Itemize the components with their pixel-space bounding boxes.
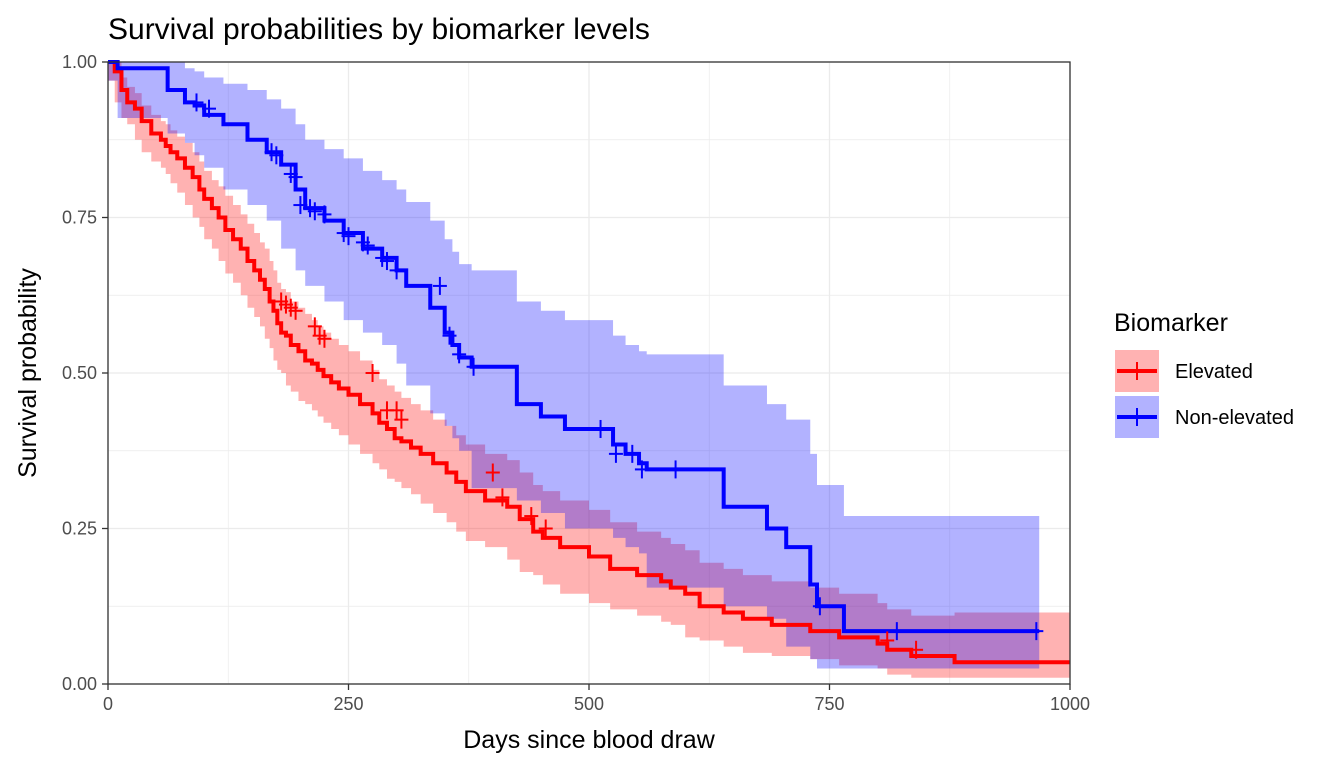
- censor-mark-non-elevated: [1029, 622, 1044, 641]
- censor-mark-non-elevated: [389, 261, 404, 280]
- censor-mark-elevated: [288, 301, 303, 320]
- y-tick-label: 0.25: [62, 519, 97, 539]
- censor-mark-elevated: [317, 329, 332, 348]
- censor-mark-non-elevated: [466, 357, 481, 376]
- censor-mark-non-elevated: [634, 460, 649, 479]
- censor-mark-elevated: [365, 364, 380, 382]
- censor-mark-elevated: [538, 519, 553, 538]
- censor-mark-elevated: [524, 507, 539, 526]
- x-tick-label: 250: [333, 694, 363, 714]
- y-axis-title: Survival probability: [14, 268, 42, 478]
- censor-mark-non-elevated: [608, 444, 623, 463]
- censor-mark-elevated: [880, 631, 895, 650]
- y-tick-label: 0.75: [62, 208, 97, 228]
- censor-mark-elevated: [307, 317, 322, 336]
- y-axis-ticks: 0.00 0.25 0.50 0.75 1.00: [62, 52, 108, 694]
- censor-mark-non-elevated: [341, 227, 356, 246]
- censor-mark-non-elevated: [442, 326, 457, 345]
- censor-mark-elevated: [389, 401, 404, 420]
- y-tick-label: 0.50: [62, 363, 97, 383]
- censor-mark-non-elevated: [379, 252, 394, 271]
- censor-mark-non-elevated: [307, 202, 322, 221]
- censor-mark-non-elevated: [189, 93, 204, 112]
- x-tick-label: 500: [574, 694, 604, 714]
- censor-mark-non-elevated: [593, 419, 608, 438]
- censor-mark-non-elevated: [293, 196, 308, 215]
- legend-title: Biomarker: [1114, 309, 1228, 337]
- censor-mark-non-elevated: [317, 205, 332, 224]
- censor-mark-non-elevated: [625, 444, 640, 463]
- censor-mark-non-elevated: [360, 236, 375, 255]
- x-tick-label: 750: [814, 694, 844, 714]
- censor-mark-elevated: [485, 463, 500, 482]
- censor-mark-non-elevated: [452, 345, 467, 364]
- x-axis-title: Days since blood draw: [463, 726, 715, 754]
- legend-item-elevated: Elevated: [1115, 350, 1253, 392]
- y-tick-label: 0.00: [62, 674, 97, 694]
- censor-mark-non-elevated: [812, 597, 827, 616]
- survival-curve-non-elevated: [108, 60, 1040, 634]
- legend-label: Non-elevated: [1175, 407, 1294, 429]
- legend: Biomarker Elevated Non-elevated: [1114, 309, 1294, 438]
- legend-label: Elevated: [1175, 361, 1253, 383]
- censor-mark-non-elevated: [668, 460, 683, 479]
- chart-title: Survival probabilities by biomarker leve…: [108, 13, 650, 46]
- legend-item-non-elevated: Non-elevated: [1115, 396, 1294, 438]
- censor-mark-non-elevated: [889, 622, 904, 641]
- censor-mark-non-elevated: [432, 276, 447, 295]
- x-tick-label: 1000: [1050, 694, 1090, 714]
- x-axis-ticks: 0 250 500 750 1000: [103, 684, 1090, 714]
- x-tick-label: 0: [103, 694, 113, 714]
- censor-mark-elevated: [909, 640, 924, 659]
- censor-mark-elevated: [495, 488, 510, 507]
- censor-marks: [189, 93, 1044, 659]
- survival-curve-elevated: [108, 60, 1070, 665]
- survival-curves: [108, 60, 1070, 665]
- censor-mark-elevated: [394, 410, 409, 429]
- censor-mark-non-elevated: [202, 99, 217, 118]
- censor-mark-non-elevated: [288, 168, 303, 187]
- y-tick-label: 1.00: [62, 52, 97, 72]
- confidence-band-non-elevated: [108, 62, 1040, 669]
- censor-mark-non-elevated: [269, 146, 284, 165]
